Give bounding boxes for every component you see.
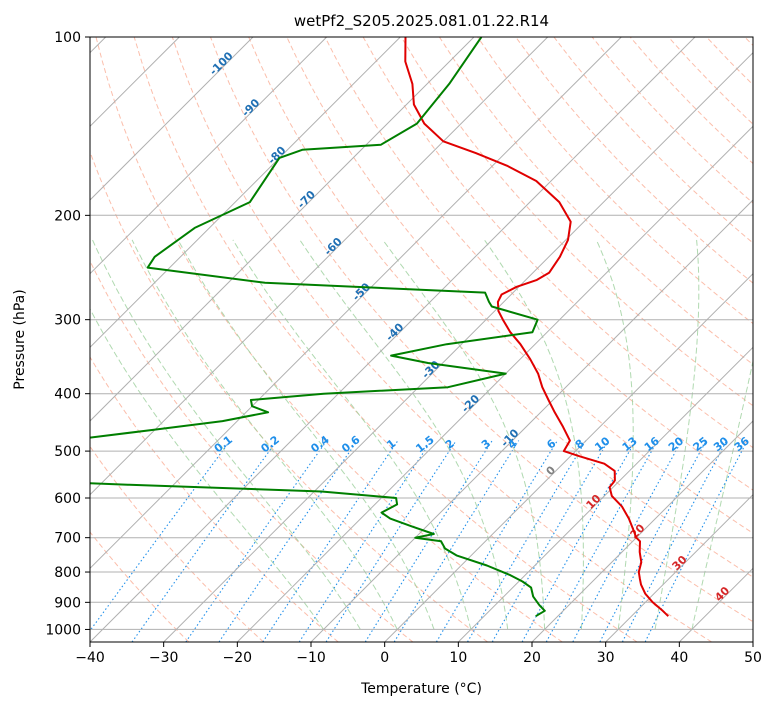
plot-area: -100-90-80-70-60-50-40-30-20-10010203040…	[90, 37, 753, 642]
temperature-profile-line	[404, 37, 669, 617]
mixing-ratio-line	[644, 440, 748, 642]
y-tick-label: 700	[54, 531, 81, 547]
moist-adiabat-line	[131, 239, 398, 630]
y-axis-ticks: 100 200 300 400 500 600 700 800 900 1000	[45, 30, 90, 638]
x-tick-label: −20	[223, 650, 253, 666]
sounding-profiles	[90, 37, 669, 618]
mixing-ratio-line	[325, 440, 457, 642]
moist-adiabat-line	[232, 239, 472, 630]
moist-adiabat-line	[299, 239, 509, 630]
isotherm-line	[531, 420, 753, 642]
dry-adiabat-line	[171, 37, 712, 642]
x-tick-label: 10	[449, 650, 467, 666]
isotherm-line	[90, 37, 622, 570]
isotherm-line	[236, 125, 753, 642]
isobar-grid	[90, 37, 753, 630]
dry-adiabat-line	[515, 37, 753, 284]
isotherm-line	[90, 37, 401, 349]
dry-adiabat-line	[90, 531, 190, 642]
mixing-ratio-line	[262, 440, 399, 642]
isotherm-line	[90, 37, 328, 275]
x-tick-label: −30	[149, 650, 179, 666]
mixing-ratio-line	[185, 440, 328, 642]
mixing-ratio-line	[545, 440, 659, 642]
mixing-ratio-line	[572, 440, 683, 642]
x-tick-label: 40	[670, 650, 688, 666]
isotherm-line	[90, 37, 254, 201]
x-tick-label: 30	[597, 650, 615, 666]
chart-title: wetPf2_S205.2025.081.01.22.R14	[294, 12, 549, 31]
moist-adiabat-line	[691, 358, 753, 630]
x-axis-title: Temperature (°C)	[360, 681, 482, 697]
moist-adiabat-line	[483, 239, 584, 630]
plot-frame	[89, 36, 754, 643]
isotherm-grid	[90, 37, 753, 642]
x-tick-label: 0	[380, 650, 389, 666]
dry-adiabat-line	[210, 37, 753, 623]
y-tick-label: 500	[54, 444, 81, 460]
dry-adiabat-line	[95, 37, 563, 642]
isotherm-line	[384, 272, 753, 642]
y-tick-label: 800	[54, 565, 81, 581]
y-axis-title: Pressure (hPa)	[12, 289, 28, 389]
y-tick-label: 900	[54, 595, 81, 611]
y-tick-label: 400	[54, 387, 81, 403]
mixing-ratio-line	[521, 440, 637, 642]
isotherm-line	[90, 37, 549, 496]
isotherm-line	[310, 199, 753, 642]
moist-adiabat-line	[382, 239, 546, 630]
dry-adiabat-line	[248, 37, 753, 578]
mixing-ratio-line	[435, 440, 558, 642]
isotherm-line	[163, 51, 753, 642]
moist-adiabat-line	[90, 308, 324, 630]
y-tick-label: 600	[54, 491, 81, 507]
moist-adiabat-line	[177, 239, 435, 630]
moist-adiabat-line	[654, 239, 700, 630]
x-tick-label: −10	[296, 650, 326, 666]
dry-adiabat-line	[90, 445, 264, 642]
isotherm-line	[90, 37, 475, 422]
mixing-ratio-line	[131, 440, 278, 642]
mixing-ratio-line	[491, 440, 609, 642]
dry-adiabat-line	[438, 37, 753, 366]
x-tick-label: 20	[523, 650, 541, 666]
x-tick-label: −40	[75, 650, 105, 666]
mixing-ratio-lines	[90, 440, 748, 642]
mixing-ratio-line	[298, 440, 432, 642]
y-tick-label: 100	[54, 30, 81, 46]
mixing-ratio-line	[364, 440, 493, 642]
moist-adiabat-line	[595, 239, 634, 630]
y-tick-label: 200	[54, 208, 81, 224]
dewpoint-profile-line	[90, 37, 546, 618]
y-tick-label: 300	[54, 313, 81, 329]
moist-adiabat-line	[92, 239, 361, 630]
isotherm-line	[457, 346, 753, 642]
x-axis-ticks: −40 −30 −20 −10 0 10 20 30 40 50	[75, 642, 762, 666]
dry-adiabat-line	[324, 37, 753, 491]
dry-adiabat-line	[400, 37, 753, 407]
isotherm-line	[90, 37, 696, 642]
moist-adiabats	[90, 239, 753, 630]
y-tick-label: 1000	[45, 622, 81, 638]
mixing-ratio-line	[467, 440, 587, 642]
isotherm-line	[605, 493, 753, 642]
x-tick-label: 50	[744, 650, 762, 666]
dry-adiabat-line	[90, 150, 488, 642]
